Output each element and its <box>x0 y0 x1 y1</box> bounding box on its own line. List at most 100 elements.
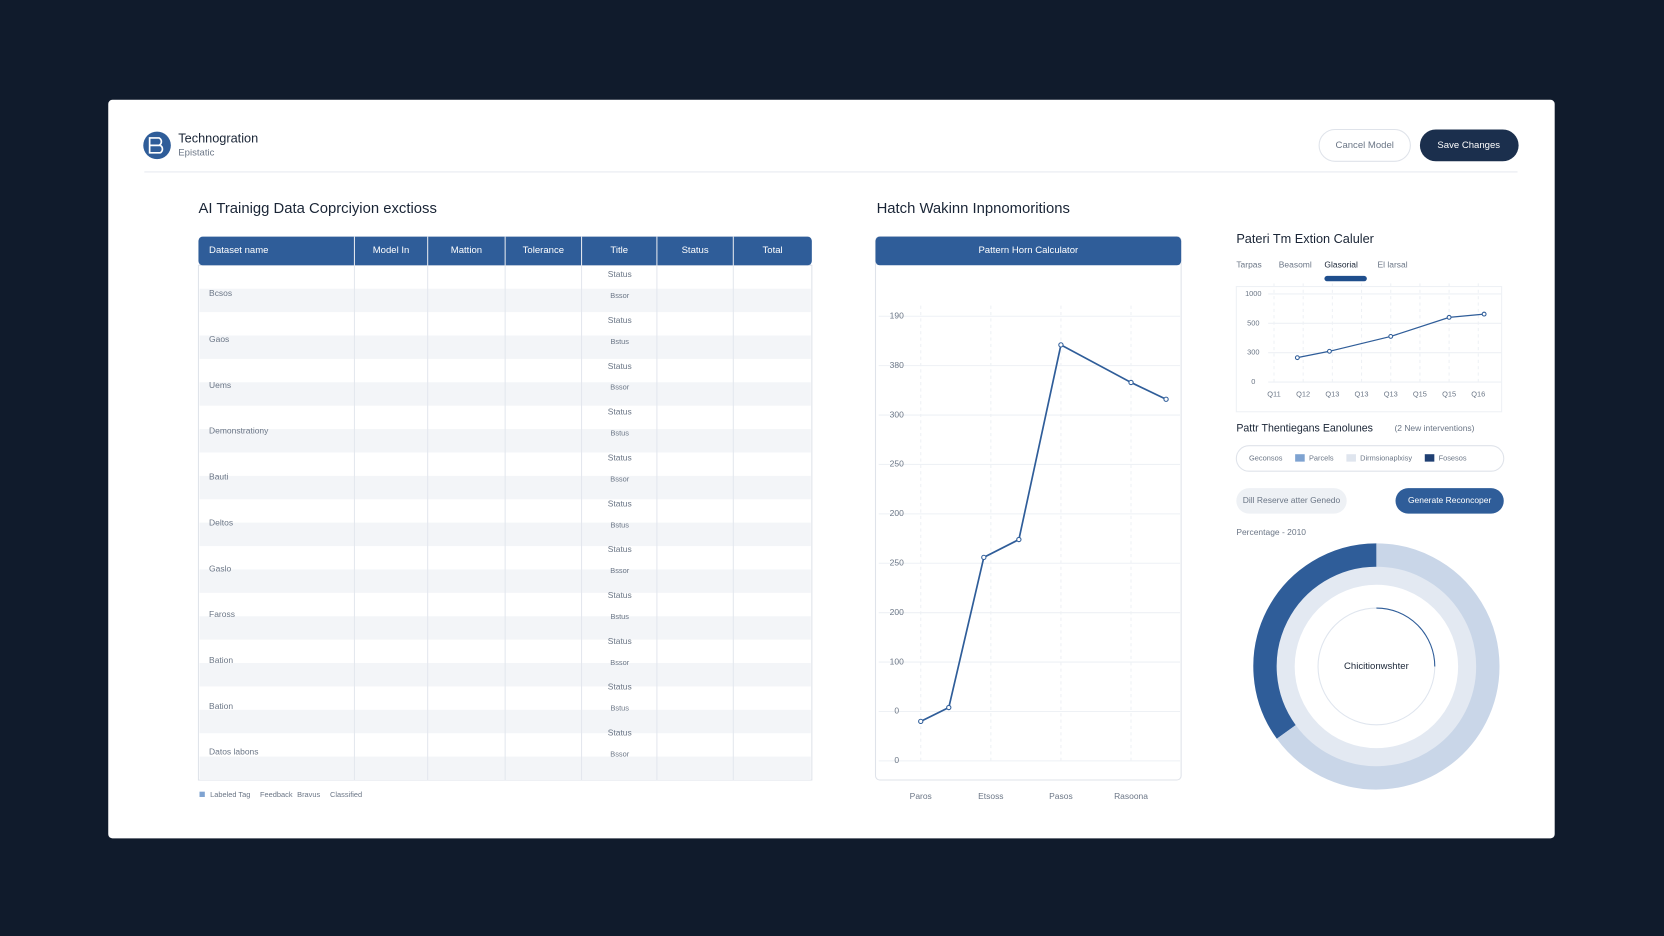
y-tick-label: 380 <box>890 360 904 370</box>
row-status: Status <box>608 361 632 371</box>
row-status: Status <box>608 452 632 462</box>
y-tick-label: 0 <box>894 706 899 716</box>
y-tick-label: 0 <box>894 755 899 765</box>
point <box>1446 314 1452 320</box>
row-name: Bation <box>209 701 233 711</box>
table-legend-item: Labeled Tag <box>210 790 250 799</box>
x-tick-label: Rasoona <box>1114 791 1148 801</box>
row-status: Status <box>608 728 632 738</box>
legend-item: Geconsos <box>1249 453 1283 462</box>
section-title: Pattr Thentiegans Eanolunes <box>1236 423 1373 435</box>
row-detail: Bssor <box>610 658 629 667</box>
row-detail: Bstus <box>610 704 629 713</box>
side-title: Pateri Tm Extion Caluler <box>1236 231 1374 246</box>
row-name: Deltos <box>209 517 233 527</box>
table-legend-item: Classified <box>330 790 362 799</box>
point <box>1327 348 1332 354</box>
cancel-button[interactable] <box>1318 128 1411 162</box>
y-tick-label: 300 <box>890 409 904 419</box>
row-name: Bation <box>209 655 233 665</box>
donut-segment <box>1276 543 1500 790</box>
point <box>981 554 987 560</box>
y-tick-label: 100 <box>890 656 904 666</box>
generate-button[interactable] <box>1395 488 1504 514</box>
active-tab-indicator <box>1324 275 1367 282</box>
column-header: Mattion <box>451 245 482 256</box>
row-status: Status <box>608 315 632 325</box>
row-detail: Bstus <box>610 429 629 438</box>
x-tick-label: Pasos <box>1049 791 1073 801</box>
row-detail: Bssor <box>610 383 629 392</box>
column-header: Status <box>682 245 709 256</box>
column-header: Title <box>610 245 628 256</box>
x-tick-label: Paros <box>910 791 932 801</box>
chart-panel <box>874 236 1182 781</box>
row-detail: Bstus <box>610 337 629 346</box>
y-tick-label: 0 <box>1251 377 1255 386</box>
tab: Beasoml <box>1279 260 1312 270</box>
row-status: Status <box>608 590 632 600</box>
chart-panel-title: Pattern Horn Calculator <box>978 245 1079 256</box>
legend-swatch <box>199 791 205 797</box>
y-tick-label: 200 <box>890 508 904 518</box>
x-tick-label: Q13 <box>1384 390 1398 399</box>
donut-title: Percentage - 2010 <box>1236 527 1306 537</box>
brand: Technogration <box>178 130 258 145</box>
logo-glyph <box>148 137 164 154</box>
row-detail: Bssor <box>610 474 629 483</box>
row-status: Status <box>608 544 632 554</box>
row-name: Bcsos <box>209 288 232 298</box>
tab: Glasorial <box>1324 260 1358 270</box>
chart-panel-header <box>875 236 1182 266</box>
legend-swatch <box>1346 454 1356 462</box>
row-detail: Bssor <box>610 566 629 575</box>
legend-swatch <box>1295 454 1305 462</box>
row-name: Gaos <box>209 334 229 344</box>
row-detail: Bstus <box>610 612 629 621</box>
row-status: Status <box>608 269 632 279</box>
donut-inner-ring <box>1275 565 1478 768</box>
y-tick-label: 250 <box>890 459 904 469</box>
table-title: AI Trainigg Data Coprciyion exctioss <box>198 201 436 217</box>
donut-center-label: Chicitionwshter <box>1344 661 1410 672</box>
donut-center-arc <box>1376 607 1436 667</box>
row-status: Status <box>608 682 632 692</box>
y-tick-label: 200 <box>890 607 904 617</box>
tab: El larsal <box>1377 260 1407 270</box>
x-tick-label: Q15 <box>1442 390 1456 399</box>
x-tick-label: Q16 <box>1471 390 1485 399</box>
table-legend-item: Feedback <box>260 790 293 799</box>
point <box>1128 379 1134 386</box>
table-legend-item: Bravus <box>297 790 320 799</box>
save-button[interactable] <box>1419 129 1519 162</box>
cancel-button-label: Cancel Model <box>1336 140 1394 151</box>
point <box>1016 536 1022 543</box>
x-tick-label: Q15 <box>1413 390 1427 399</box>
row-name: Uems <box>209 380 231 390</box>
y-tick-label: 500 <box>1247 318 1259 327</box>
point <box>1294 355 1300 361</box>
row-name: Demonstrationy <box>209 426 269 436</box>
tab: Tarpas <box>1236 260 1261 270</box>
column-header: Tolerance <box>523 245 564 256</box>
row-status: Status <box>608 636 632 646</box>
column-header: Dataset name <box>209 245 268 256</box>
row-name: Faross <box>209 609 235 619</box>
mini-chart-box <box>1235 286 1503 413</box>
row-name: Datos labons <box>209 747 258 757</box>
row-detail: Bstus <box>610 520 629 529</box>
point <box>918 718 924 725</box>
reserve-button[interactable] <box>1236 488 1347 514</box>
legend-pill <box>1235 445 1505 472</box>
x-tick-label: Q12 <box>1296 390 1310 399</box>
x-tick-label: Q13 <box>1325 390 1339 399</box>
row-status: Status <box>608 407 632 417</box>
point <box>1163 396 1169 402</box>
donut-segment <box>1253 543 1377 739</box>
column-header: Model In <box>373 245 410 256</box>
save-button-label: Save Changes <box>1437 140 1500 151</box>
section-note: (2 New interventions) <box>1394 423 1474 433</box>
point <box>946 704 952 711</box>
